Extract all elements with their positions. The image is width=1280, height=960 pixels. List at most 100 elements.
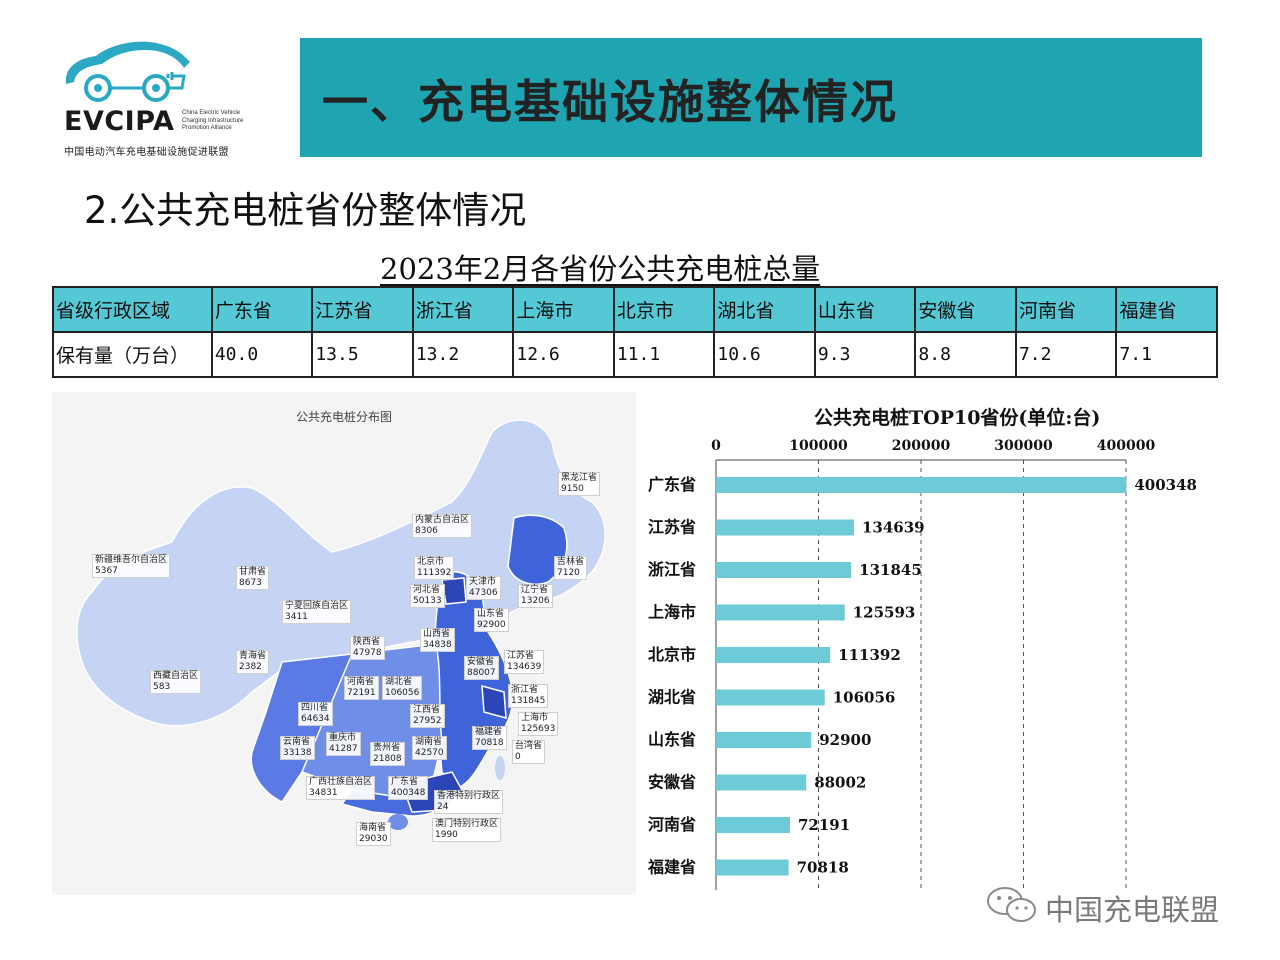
- category-label: 湖北省: [648, 688, 696, 707]
- map-province-label: 山东省 92900: [474, 608, 509, 632]
- table-value-label: 保有量（万台）: [52, 331, 213, 378]
- data-label: 125593: [853, 604, 916, 622]
- logo-subtitle-line: China Electric Vehicle: [182, 110, 241, 116]
- map-title: 公共充电桩分布图: [295, 410, 392, 424]
- china-map-shape: [76, 419, 606, 830]
- map-province-label: 香港特别行政区 24: [434, 790, 504, 814]
- map-province-label: 西藏自治区 583: [150, 670, 202, 694]
- table-header-cell: 河南省: [1014, 286, 1118, 333]
- wechat-icon: [987, 887, 1036, 922]
- table-cell: 11.1: [612, 331, 716, 378]
- table-header-cell: 北京市: [612, 286, 716, 333]
- evcipa-logo: EVCIPA China Electric Vehicle Charging I…: [60, 36, 260, 160]
- category-label: 江苏省: [648, 518, 696, 537]
- bar: [716, 859, 789, 876]
- map-province-label: 湖南省 42570: [412, 736, 447, 760]
- bar: [716, 732, 812, 748]
- table-row: 保有量（万台） 40.0 13.5 13.2 12.6 11.1 10.6 9.…: [52, 331, 1218, 378]
- x-tick-label: 0: [711, 438, 721, 454]
- map-province-label: 重庆市 41287: [326, 732, 361, 756]
- car-plug-icon: [65, 41, 190, 102]
- data-label: 131845: [859, 561, 922, 579]
- top10-bar-chart: 0 100000 200000 300000 400000 广东省 400348 江苏省 134…: [647, 438, 1197, 890]
- table-header-cell: 湖北省: [713, 286, 816, 333]
- map-province-label: 黑龙江省 9150: [558, 472, 601, 496]
- category-label: 河南省: [648, 815, 696, 834]
- data-label: 88002: [814, 774, 866, 792]
- header-banner: 一、充电基础设施整体情况: [300, 38, 1202, 157]
- map-province-label: 辽宁省 13206: [518, 584, 553, 608]
- data-label: 400348: [1134, 476, 1197, 494]
- map-province-label: 海南省 29030: [356, 822, 391, 846]
- table-header-cell: 安徽省: [914, 286, 1017, 333]
- bar: [716, 477, 1127, 493]
- table-cell: 9.3: [813, 331, 917, 378]
- data-label: 70818: [797, 859, 849, 877]
- map-province-label: 陕西省 47978: [350, 636, 385, 660]
- map-province-label: 内蒙古自治区 8306: [412, 514, 473, 538]
- category-label: 安徽省: [648, 773, 696, 792]
- map-province-label: 新疆维吾尔自治区 5367: [92, 554, 171, 578]
- bar: [716, 817, 790, 833]
- map-province-label: 山西省 34838: [420, 628, 455, 652]
- table-cell: 7.1: [1115, 331, 1218, 378]
- table-cell: 40.0: [210, 331, 314, 378]
- data-label: 106056: [833, 689, 896, 707]
- map-province-label: 甘肃省 8673: [236, 566, 270, 590]
- map-province-label: 浙江省 131845: [508, 684, 549, 708]
- bar: [716, 647, 831, 663]
- data-label: 111392: [838, 646, 901, 664]
- map-province-label: 湖北省 106056: [382, 676, 423, 700]
- map-province-label: 北京市 111392: [414, 556, 455, 580]
- map-province-label: 四川省 64634: [298, 702, 333, 726]
- map-province-label: 澳门特别行政区 1990: [432, 818, 502, 842]
- logo-subtitle-line: Charging Infrastructure: [182, 117, 244, 124]
- x-tick-label: 100000: [789, 438, 848, 454]
- map-province-label: 云南省 33138: [280, 736, 315, 760]
- page-title: 一、充电基础设施整体情况: [322, 75, 898, 129]
- x-tick-label: 400000: [1097, 438, 1156, 454]
- table-title: 2023年2月各省份公共充电桩总量: [380, 252, 821, 286]
- category-label: 福建省: [647, 858, 696, 877]
- table-header-cell: 福建省: [1115, 286, 1218, 333]
- map-province-label: 江苏省 134639: [504, 650, 545, 674]
- category-label: 上海市: [648, 603, 696, 622]
- watermark-text: 中国充电联盟: [1045, 893, 1220, 927]
- table-cell: 12.6: [512, 331, 615, 378]
- map-province-label: 广东省 400348: [388, 776, 429, 800]
- table-cell: 13.5: [311, 331, 414, 378]
- bar: [716, 689, 825, 706]
- category-label: 广东省: [648, 475, 696, 494]
- map-province-label: 吉林省 7120: [554, 556, 588, 580]
- table-header-cell: 江苏省: [311, 286, 414, 333]
- bar: [716, 562, 852, 578]
- category-label: 山东省: [648, 730, 696, 749]
- map-province-label: 福建省 70818: [472, 726, 507, 750]
- category-label: 北京市: [648, 645, 696, 664]
- map-province-label: 安徽省 88007: [464, 656, 499, 680]
- logo-subtitle-line: Promotion Alliance: [182, 125, 232, 131]
- map-province-label: 上海市 125693: [518, 712, 559, 736]
- x-tick-label: 200000: [892, 438, 951, 454]
- bar: [716, 774, 807, 791]
- table-header-cell: 浙江省: [411, 286, 515, 333]
- table-header-cell: 广东省: [210, 286, 314, 333]
- map-province-label: 台湾省 0: [512, 740, 546, 764]
- watermark: 中国充电联盟: [985, 885, 1219, 927]
- logo-subtitle: China Electric Vehicle Charging Infrastr…: [182, 110, 262, 133]
- table-cell: 13.2: [411, 331, 515, 378]
- data-label: 72191: [798, 816, 850, 834]
- data-label: 134639: [862, 519, 925, 537]
- map-province-label: 贵州省 21808: [370, 742, 405, 766]
- map-province-label: 宁夏回族自治区 3411: [282, 600, 352, 624]
- table-cell: 10.6: [713, 331, 816, 378]
- x-tick-label: 300000: [994, 438, 1053, 454]
- table-cell: 7.2: [1014, 331, 1118, 378]
- table-header-cell: 上海市: [512, 286, 615, 333]
- table-header-row: 省级行政区域 广东省 江苏省 浙江省 上海市 北京市 湖北省 山东省 安徽省 河…: [52, 286, 1218, 333]
- china-distribution-map: 公共充电桩分布图 黑龙江省 9150 内蒙古自治区 8306 吉林省 7120 新疆维…: [52, 392, 636, 895]
- province-table: 省级行政区域 广东省 江苏省 浙江省 上海市 北京市 湖北省 山东省 安徽省 河…: [52, 286, 1218, 378]
- category-label: 浙江省: [648, 560, 696, 579]
- table-header-label: 省级行政区域: [52, 286, 213, 333]
- map-province-label: 青海省 2382: [236, 650, 270, 674]
